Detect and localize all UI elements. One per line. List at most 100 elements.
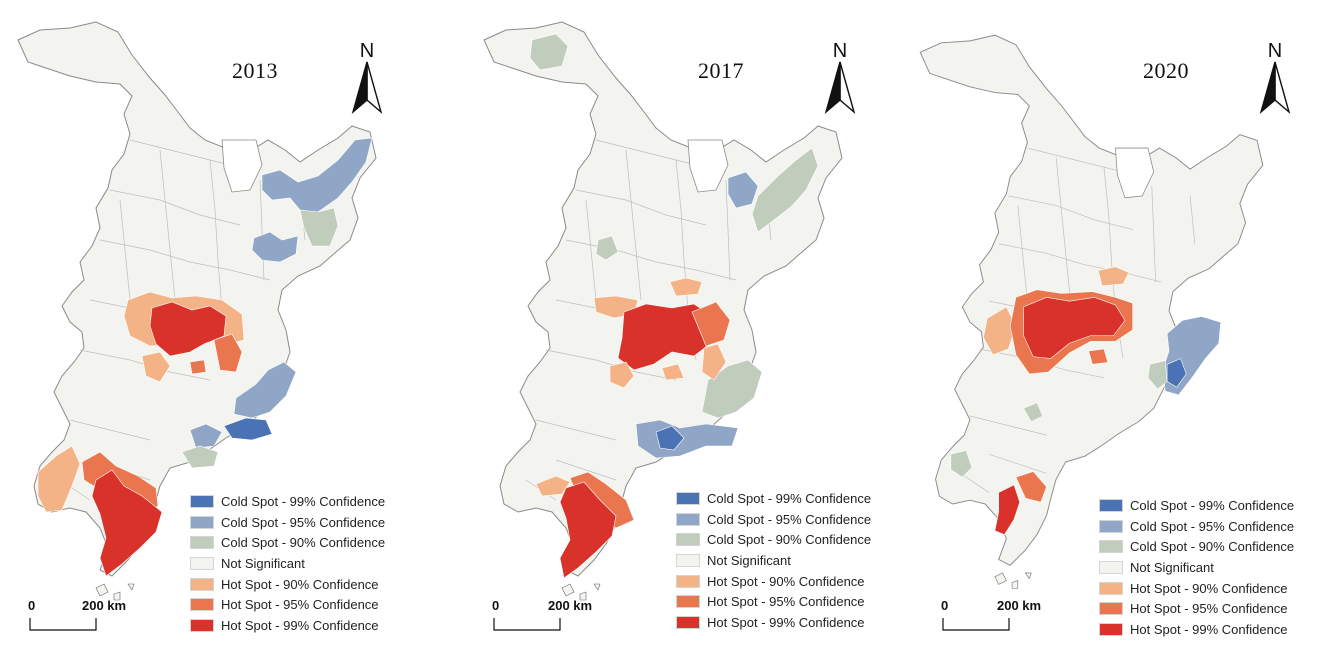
- choropleth-map-2017: [483, 21, 843, 601]
- legend-swatch: [190, 494, 214, 508]
- no-data-area: [1115, 147, 1155, 199]
- scale-bar: 0 200 km: [28, 598, 148, 638]
- cold-spot-90-west: [595, 235, 619, 261]
- hot-spot-90-sw: [609, 361, 635, 389]
- legend-swatch: [190, 618, 214, 632]
- hot-spot-95-center: [691, 301, 731, 347]
- legend-swatch: [190, 577, 214, 591]
- scale-distance-label: 200 km: [548, 598, 593, 613]
- hot-spot-90-north: [669, 277, 703, 297]
- legend-item: Not Significant: [1099, 557, 1294, 578]
- legend-label: Cold Spot - 99% Confidence: [221, 493, 386, 509]
- north-arrow: N: [818, 40, 862, 120]
- legend-swatch: [676, 491, 700, 505]
- legend-item: Hot Spot - 99% Confidence: [676, 612, 871, 633]
- legend-item: Cold Spot - 99% Confidence: [1099, 495, 1294, 516]
- legend-swatch: [676, 574, 700, 588]
- hot-spot-90-small: [661, 363, 685, 381]
- islands: [994, 572, 1032, 589]
- scale-distance-label: 200 km: [82, 598, 127, 613]
- choropleth-map-2020: [919, 34, 1264, 589]
- hot-spot-90-peninsula-west: [37, 445, 81, 513]
- legend-swatch: [1099, 581, 1123, 595]
- north-arrow: N: [345, 40, 389, 120]
- cold-spot-90-south: [1023, 402, 1044, 423]
- legend-swatch: [190, 536, 214, 550]
- legend-swatch: [190, 598, 214, 612]
- no-data-area: [221, 139, 263, 193]
- hot-spot-95-small: [1088, 348, 1109, 365]
- hot-spot-99-peninsula: [559, 481, 617, 579]
- cold-spot-99-east: [223, 417, 273, 441]
- legend-label: Not Significant: [1130, 559, 1214, 575]
- legend-label: Cold Spot - 99% Confidence: [1130, 497, 1295, 513]
- north-arrow: N: [1253, 40, 1297, 120]
- legend-label: Cold Spot - 90% Confidence: [707, 532, 872, 548]
- legend-swatch: [676, 512, 700, 526]
- legend-item: Cold Spot - 95% Confidence: [190, 512, 385, 533]
- legend-item: Cold Spot - 99% Confidence: [190, 491, 385, 512]
- legend-label: Hot Spot - 99% Confidence: [221, 617, 379, 633]
- legend-item: Hot Spot - 99% Confidence: [1099, 619, 1294, 640]
- legend-swatch: [1099, 498, 1123, 512]
- islands: [95, 583, 135, 601]
- legend-label: Hot Spot - 99% Confidence: [1130, 621, 1288, 637]
- legend-item: Hot Spot - 95% Confidence: [676, 591, 871, 612]
- county-boundaries: [960, 147, 1196, 493]
- legend-swatch: [1099, 540, 1123, 554]
- cold-spot-95-east: [233, 361, 297, 419]
- hot-spot-90-west: [983, 306, 1017, 356]
- legend-item: Hot Spot - 90% Confidence: [190, 574, 385, 595]
- north-arrow-icon: [351, 61, 383, 115]
- legend-label: Cold Spot - 95% Confidence: [221, 514, 386, 530]
- legend-label: Not Significant: [221, 555, 305, 571]
- legend-label: Hot Spot - 90% Confidence: [221, 576, 379, 592]
- legend: Cold Spot - 99% Confidence Cold Spot - 9…: [1099, 495, 1294, 640]
- legend-item: Cold Spot - 95% Confidence: [1099, 516, 1294, 537]
- hot-spot-95-small: [189, 359, 207, 375]
- scale-distance-label: 200 km: [997, 598, 1042, 613]
- legend-label: Hot Spot - 99% Confidence: [707, 614, 865, 630]
- legend-item: Hot Spot - 95% Confidence: [1099, 598, 1294, 619]
- hot-spot-99-center: [1023, 297, 1126, 359]
- legend-swatch: [676, 533, 700, 547]
- legend-item: Cold Spot - 90% Confidence: [190, 532, 385, 553]
- hot-spot-90-center: [701, 343, 727, 381]
- legend-swatch: [1099, 602, 1123, 616]
- legend-label: Hot Spot - 90% Confidence: [707, 573, 865, 589]
- legend-label: Hot Spot - 90% Confidence: [1130, 580, 1288, 596]
- hot-spot-90-north: [1097, 266, 1130, 287]
- legend-item: Cold Spot - 95% Confidence: [676, 509, 871, 530]
- legend-swatch: [190, 556, 214, 570]
- hot-spot-95-center: [213, 333, 243, 373]
- cold-spot-90-north: [299, 207, 339, 247]
- legend-swatch: [1099, 560, 1123, 574]
- scale-bar-line: [493, 618, 561, 631]
- cold-spot-99-south: [655, 425, 685, 451]
- legend-label: Cold Spot - 95% Confidence: [1130, 518, 1295, 534]
- cold-spot-90-south: [181, 445, 219, 469]
- cold-spot-90-north: [751, 147, 819, 233]
- legend-item: Cold Spot - 90% Confidence: [676, 529, 871, 550]
- cold-spot-95-north: [727, 171, 759, 209]
- north-label: N: [832, 40, 848, 62]
- legend: Cold Spot - 99% Confidence Cold Spot - 9…: [676, 488, 871, 633]
- hot-spot-95-peninsula: [1015, 471, 1047, 503]
- legend-item: Cold Spot - 90% Confidence: [1099, 536, 1294, 557]
- hot-spot-99-peninsula: [91, 469, 163, 577]
- legend-label: Hot Spot - 95% Confidence: [707, 594, 865, 610]
- legend-label: Hot Spot - 95% Confidence: [221, 597, 379, 613]
- map-panel-2013: 2013 N Cold Spot - 99% Confidence Cold S…: [0, 0, 441, 654]
- year-label: 2013: [232, 58, 278, 83]
- year-label: 2017: [698, 58, 744, 83]
- legend: Cold Spot - 99% Confidence Cold Spot - 9…: [190, 491, 385, 636]
- legend-item: Hot Spot - 95% Confidence: [190, 594, 385, 615]
- legend-swatch: [676, 595, 700, 609]
- choropleth-map-2013: [17, 21, 377, 601]
- legend-swatch: [676, 615, 700, 629]
- cold-spot-95-south: [189, 423, 223, 449]
- hot-spot-90-sw: [141, 351, 171, 383]
- legend-label: Cold Spot - 90% Confidence: [221, 535, 386, 551]
- cold-spot-90-peninsula: [950, 450, 973, 478]
- legend-item: Not Significant: [676, 550, 871, 571]
